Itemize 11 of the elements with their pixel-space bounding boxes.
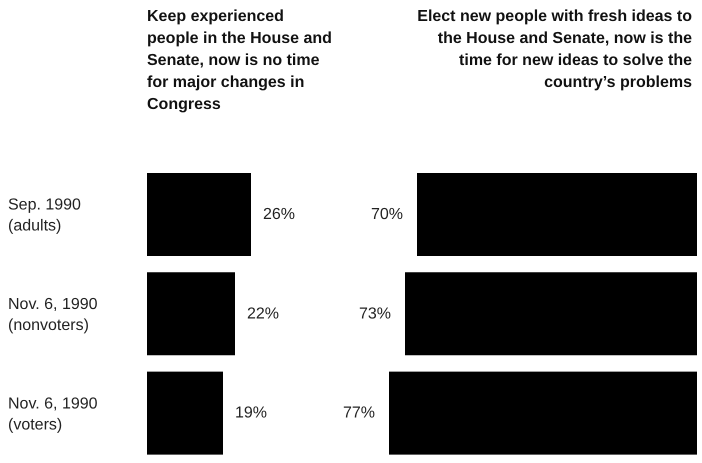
chart-title: Keep experienced people in the House and Senate, now is no time for major changes in Congress (147, 7, 333, 115)
data-label: 73% (358, 305, 392, 322)
y-tick-label: Sep. 1990 (adults) (8, 196, 82, 235)
data-label: 22% (246, 305, 280, 322)
y-tick-label: Nov. 6, 1990 (voters) (8, 395, 98, 434)
data-label: 70% (370, 206, 404, 223)
data-label: 19% (234, 404, 268, 422)
data-label: 26% (262, 206, 296, 223)
chart-title: Elect new people with fresh ideas to the House and Senate, now is the time for new ideas to solve the country’s problems (416, 7, 692, 93)
data-label: 77% (342, 404, 376, 422)
y-tick-label: Nov. 6, 1990 (nonvoters) (8, 296, 98, 334)
